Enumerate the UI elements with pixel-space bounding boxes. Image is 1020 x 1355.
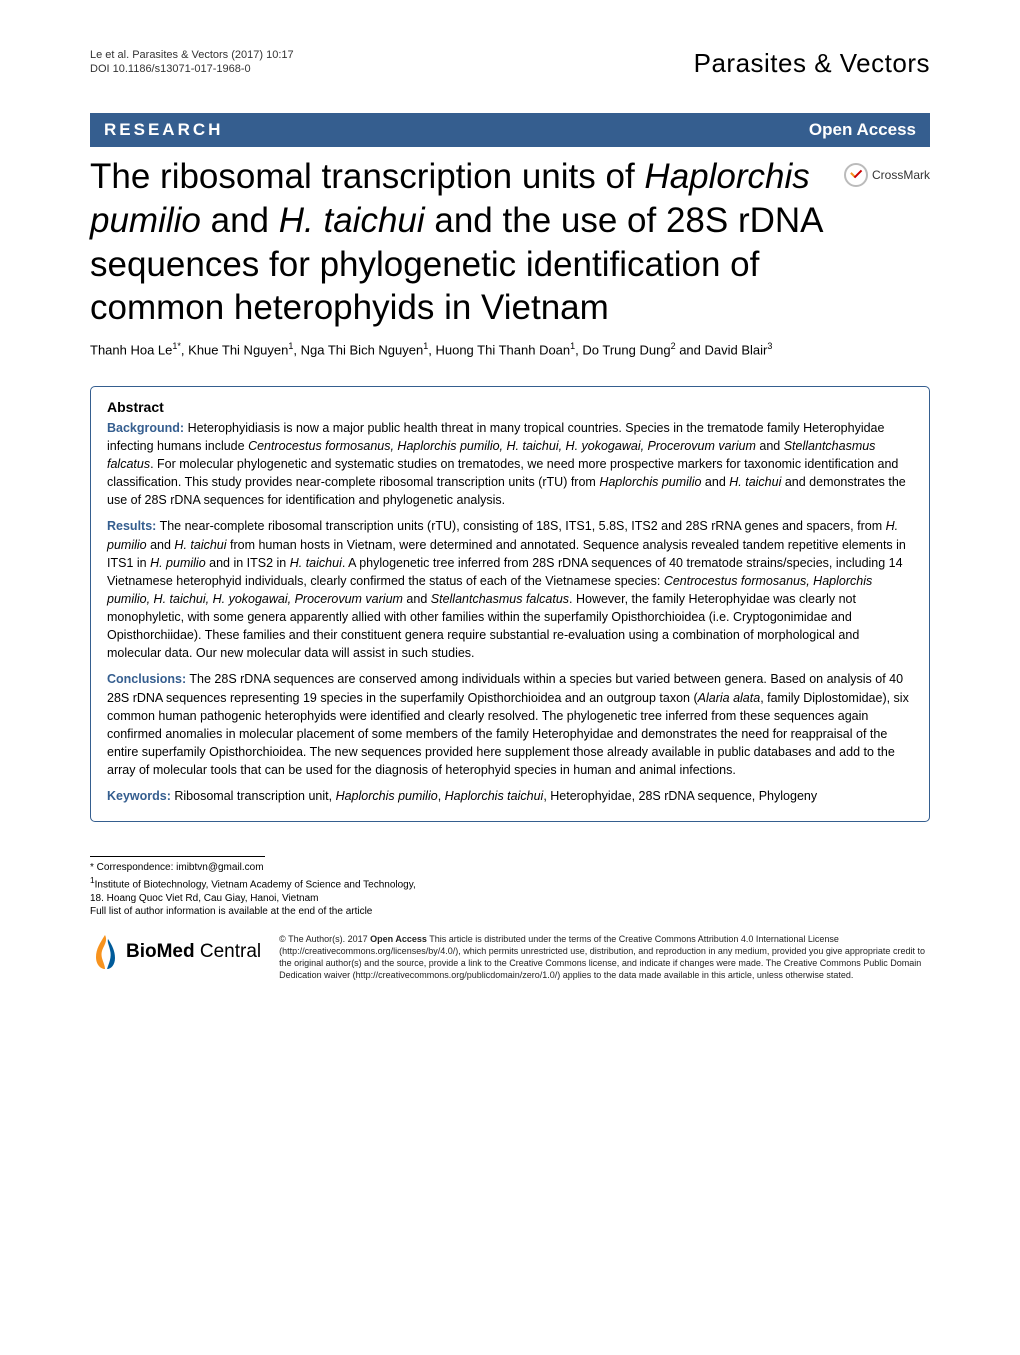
license-text: © The Author(s). 2017 Open Access This a…	[279, 933, 930, 982]
author-list: Thanh Hoa Le1*, Khue Thi Nguyen1, Nga Th…	[90, 340, 930, 360]
abstract-box: Abstract Background: Heterophyidiasis is…	[90, 386, 930, 823]
correspondence-email: * Correspondence: imibtvn@gmail.com	[90, 861, 930, 875]
article-type: RESEARCH	[104, 120, 223, 140]
conclusions-text: The 28S rDNA sequences are conserved amo…	[107, 672, 909, 777]
crossmark-label: CrossMark	[872, 168, 930, 182]
correspondence-address: 18. Hoang Quoc Viet Rd, Cau Giay, Hanoi,…	[90, 892, 930, 906]
citation-block: Le et al. Parasites & Vectors (2017) 10:…	[90, 48, 294, 77]
abstract-results: Results: The near-complete ribosomal tra…	[107, 517, 913, 662]
footnote-rule	[90, 856, 265, 857]
conclusions-label: Conclusions:	[107, 672, 186, 686]
keywords-text: Ribosomal transcription unit, Haplorchis…	[171, 789, 817, 803]
article-title: The ribosomal transcription units of Hap…	[90, 155, 834, 330]
title-part: The ribosomal transcription units of	[90, 157, 644, 196]
abstract-conclusions: Conclusions: The 28S rDNA sequences are …	[107, 670, 913, 779]
citation-line: Le et al. Parasites & Vectors (2017) 10:…	[90, 48, 294, 62]
abstract-keywords: Keywords: Ribosomal transcription unit, …	[107, 787, 913, 805]
results-label: Results:	[107, 519, 156, 533]
title-part: and	[201, 201, 279, 240]
title-part-italic: H. taichui	[279, 201, 425, 240]
results-text: The near-complete ribosomal transcriptio…	[107, 519, 906, 660]
journal-name: Parasites & Vectors	[694, 48, 930, 79]
correspondence-affiliation: 1Institute of Biotechnology, Vietnam Aca…	[90, 875, 930, 892]
biomed-central-icon	[90, 933, 120, 971]
publisher-row: BioMed Central © The Author(s). 2017 Ope…	[90, 933, 930, 982]
keywords-label: Keywords:	[107, 789, 171, 803]
title-row: The ribosomal transcription units of Hap…	[90, 155, 930, 340]
crossmark-badge[interactable]: CrossMark	[844, 163, 930, 187]
abstract-background: Background: Heterophyidiasis is now a ma…	[107, 419, 913, 510]
article-type-banner: RESEARCH Open Access	[90, 113, 930, 147]
abstract-heading: Abstract	[107, 399, 913, 415]
publisher-logo: BioMed Central	[90, 933, 261, 971]
publisher-name: BioMed Central	[126, 941, 261, 963]
crossmark-icon	[844, 163, 868, 187]
correspondence-block: * Correspondence: imibtvn@gmail.com 1Ins…	[90, 861, 930, 918]
header-row: Le et al. Parasites & Vectors (2017) 10:…	[90, 48, 930, 79]
background-text: Heterophyidiasis is now a major public h…	[107, 421, 906, 508]
open-access-label: Open Access	[809, 120, 916, 140]
background-label: Background:	[107, 421, 184, 435]
correspondence-note: Full list of author information is avail…	[90, 905, 930, 919]
doi-line: DOI 10.1186/s13071-017-1968-0	[90, 62, 294, 76]
